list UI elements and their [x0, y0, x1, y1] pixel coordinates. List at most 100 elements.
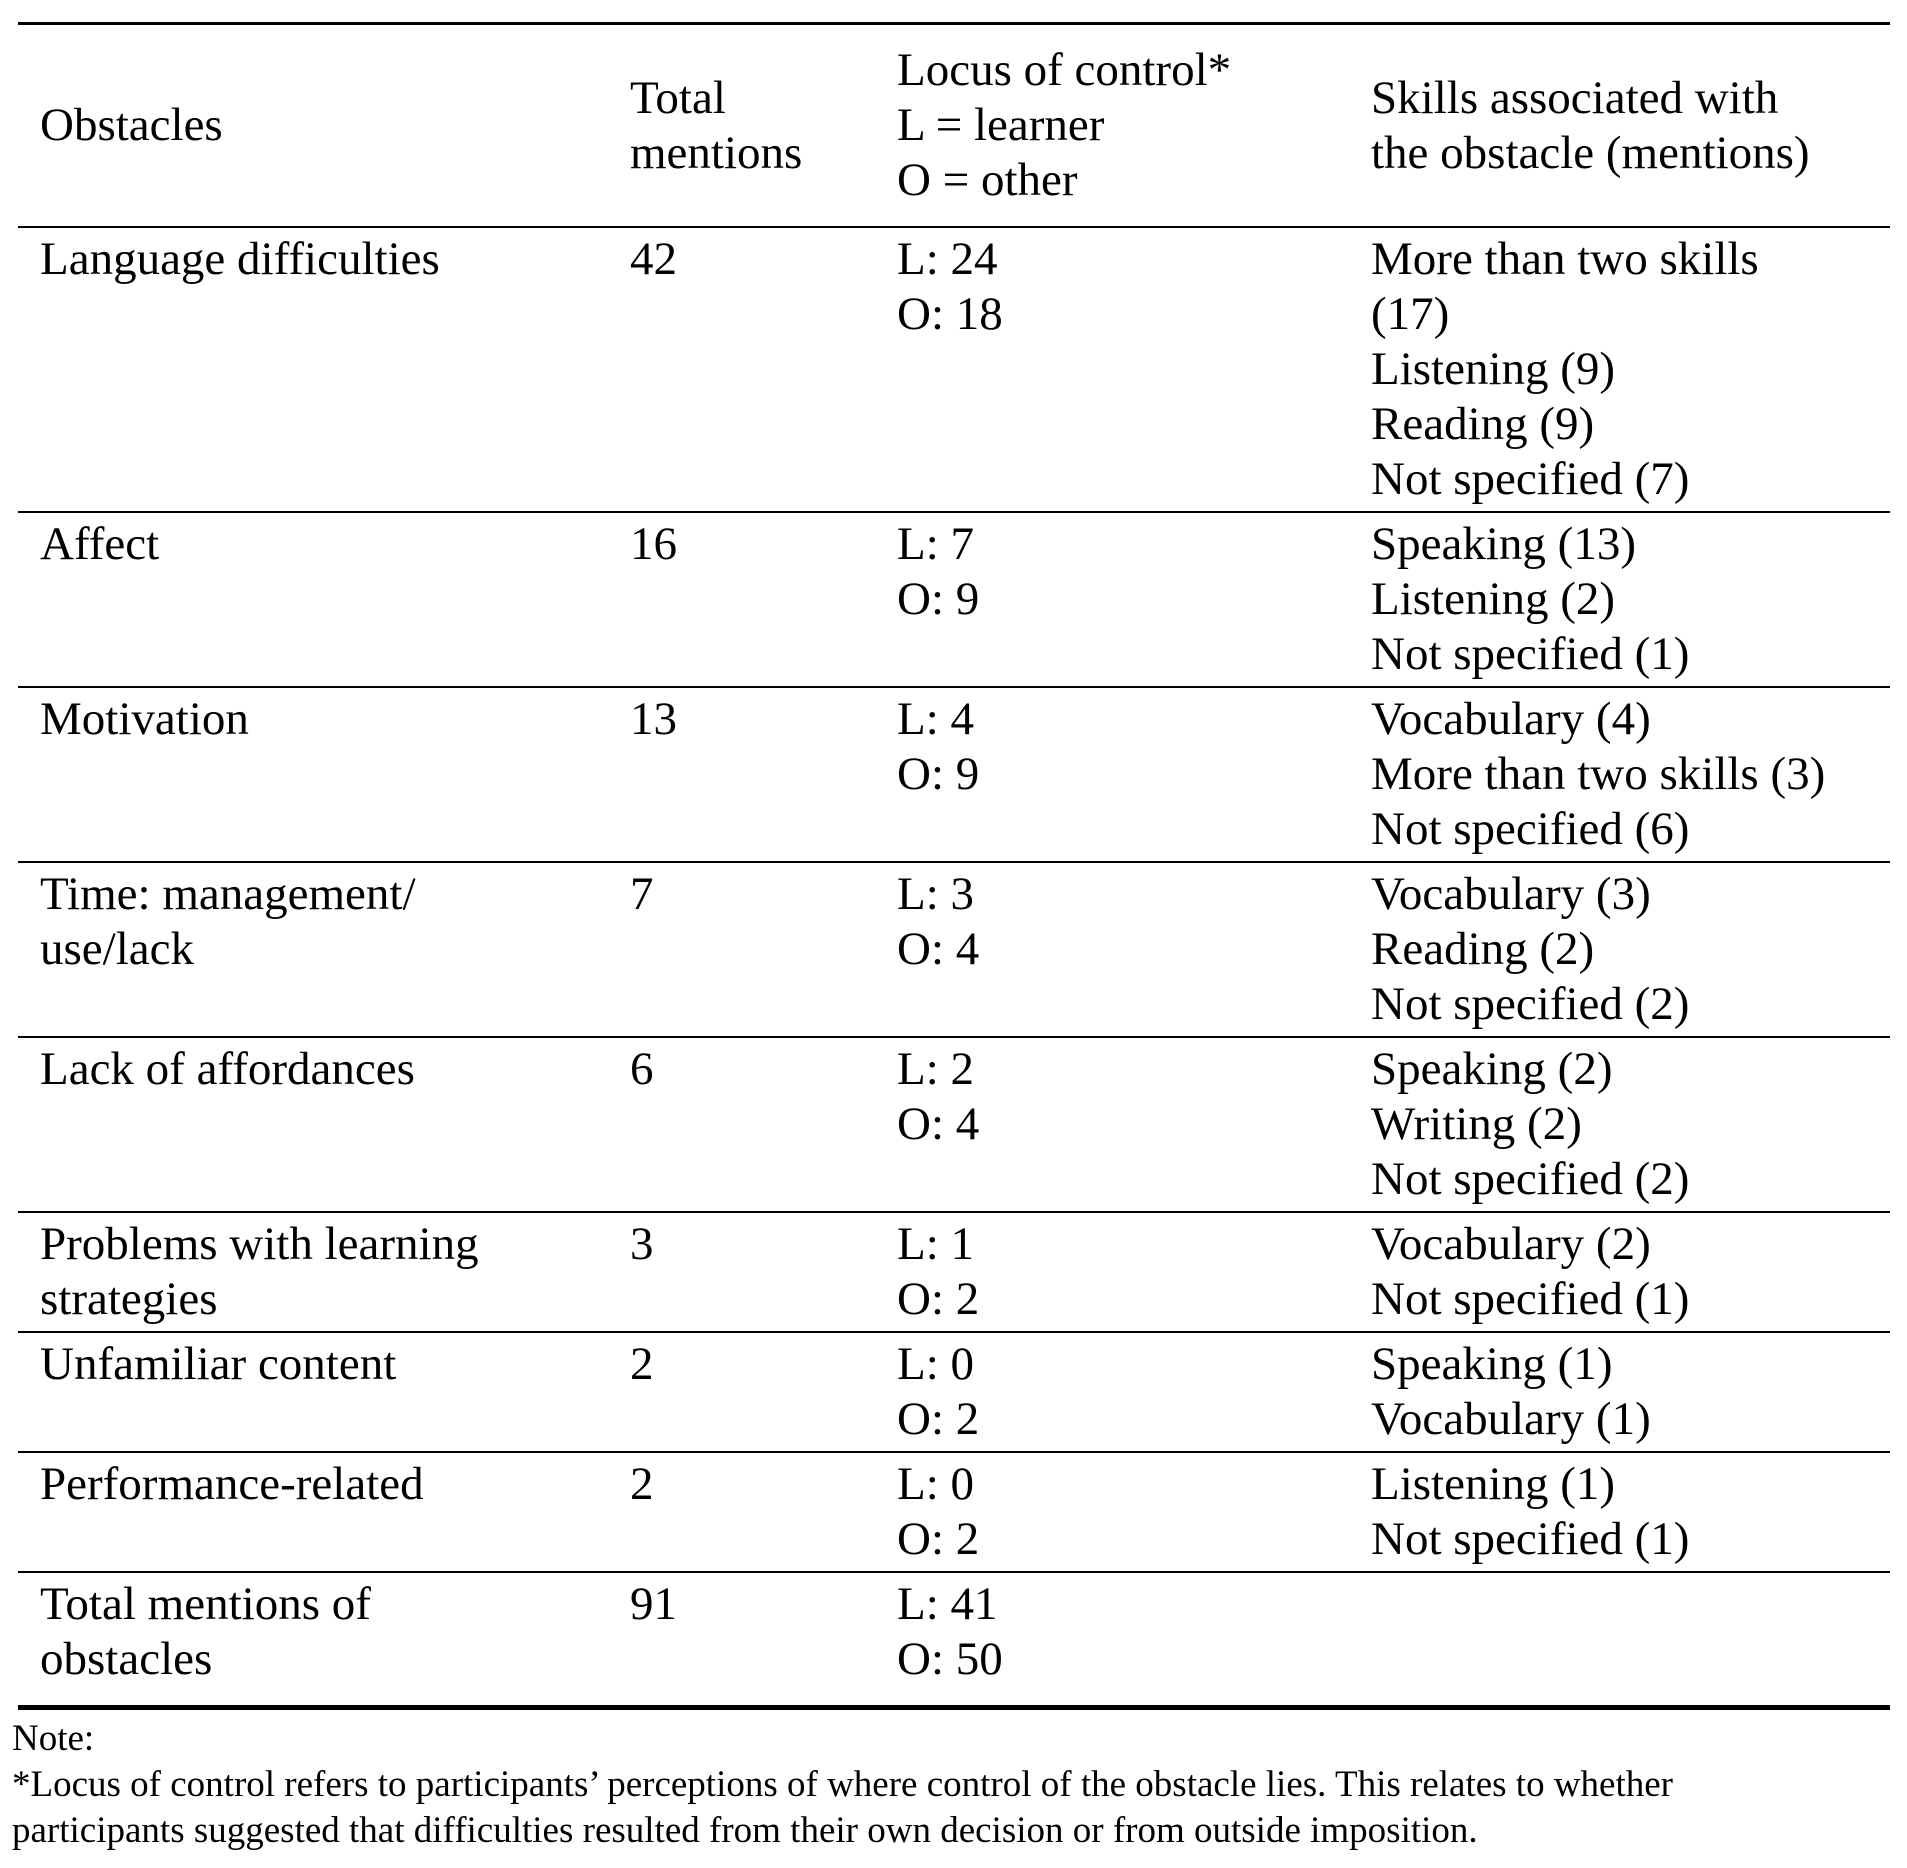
- cell-line: Not specified (2): [1371, 978, 1690, 1030]
- cell-line: O: 2: [897, 1393, 980, 1445]
- total-mentions-cell: 91: [611, 1572, 874, 1708]
- obstacle-cell: Motivation: [18, 687, 611, 862]
- cell-line: Language difficulties: [40, 233, 440, 285]
- cell-line: L: 0: [897, 1458, 975, 1510]
- obstacle-cell: Unfamiliar content: [18, 1332, 611, 1452]
- skills-cell: More than two skills (17) Listening (9) …: [1357, 227, 1890, 512]
- locus-cell: L: 7 O: 9: [874, 512, 1357, 687]
- obstacles-table: Obstacles Total mentions Locus of contro…: [18, 22, 1890, 1710]
- header-line: Total: [630, 71, 726, 124]
- locus-cell: L: 4 O: 9: [874, 687, 1357, 862]
- cell-line: L: 24: [897, 233, 998, 285]
- row-performance-related: Performance-related 2 L: 0 O: 2 Listenin…: [18, 1452, 1890, 1572]
- cell-line: Speaking (2): [1371, 1043, 1613, 1095]
- locus-cell: L: 24 O: 18: [874, 227, 1357, 512]
- cell-line: More than two skills (3): [1371, 748, 1826, 800]
- cell-line: Motivation: [40, 693, 249, 745]
- cell-line: 7: [630, 868, 654, 920]
- header-line: L = learner: [897, 99, 1105, 151]
- header-line: Obstacles: [40, 99, 223, 151]
- locus-cell: L: 2 O: 4: [874, 1037, 1357, 1212]
- cell-line: O: 4: [897, 1098, 980, 1150]
- cell-line: 6: [630, 1043, 654, 1095]
- header-line: the obstacle (mentions): [1371, 126, 1810, 179]
- row-affect: Affect 16 L: 7 O: 9 Speaking (13) Listen…: [18, 512, 1890, 687]
- cell-line: Not specified (6): [1371, 803, 1690, 855]
- cell-line: Vocabulary (4): [1371, 693, 1651, 745]
- skills-cell: Listening (1) Not specified (1): [1357, 1452, 1890, 1572]
- obstacle-cell: Time: management/ use/lack: [18, 862, 611, 1037]
- total-mentions-cell: 6: [611, 1037, 874, 1212]
- cell-line: L: 4: [897, 693, 975, 745]
- row-time-management: Time: management/ use/lack 7 L: 3 O: 4 V…: [18, 862, 1890, 1037]
- cell-line: Not specified (1): [1371, 1513, 1690, 1565]
- row-motivation: Motivation 13 L: 4 O: 9 Vocabulary (4) M…: [18, 687, 1890, 862]
- cell-line: Unfamiliar content: [40, 1338, 397, 1390]
- cell-line: Not specified (7): [1371, 453, 1690, 505]
- skills-cell: [1357, 1572, 1890, 1708]
- cell-line: 42: [630, 233, 677, 285]
- cell-line: L: 3: [897, 868, 975, 920]
- cell-line: Time: management/: [40, 868, 416, 920]
- note-text-line: *Locus of control refers to participants…: [12, 1764, 1674, 1805]
- cell-line: Reading (9): [1371, 398, 1595, 450]
- cell-line: Listening (9): [1371, 343, 1616, 395]
- cell-line: More than two skills: [1371, 233, 1759, 285]
- locus-cell: L: 3 O: 4: [874, 862, 1357, 1037]
- locus-cell: L: 1 O: 2: [874, 1212, 1357, 1332]
- cell-line: L: 2: [897, 1043, 975, 1095]
- total-mentions-cell: 13: [611, 687, 874, 862]
- row-lack-of-affordances: Lack of affordances 6 L: 2 O: 4 Speaking…: [18, 1037, 1890, 1212]
- cell-line: Vocabulary (1): [1371, 1393, 1651, 1445]
- cell-line: Problems with learning: [40, 1218, 479, 1270]
- obstacle-cell: Affect: [18, 512, 611, 687]
- row-unfamiliar-content: Unfamiliar content 2 L: 0 O: 2 Speaking …: [18, 1332, 1890, 1452]
- total-mentions-cell: 16: [611, 512, 874, 687]
- cell-line: Writing (2): [1371, 1098, 1582, 1150]
- note-label: Note:: [12, 1718, 95, 1759]
- cell-line: Not specified (1): [1371, 628, 1690, 680]
- cell-line: L: 0: [897, 1338, 975, 1390]
- cell-line: O: 50: [897, 1633, 1003, 1685]
- header-skills: Skills associated with the obstacle (men…: [1357, 24, 1890, 228]
- skills-cell: Speaking (1) Vocabulary (1): [1357, 1332, 1890, 1452]
- cell-line: 16: [630, 518, 677, 570]
- cell-line: O: 2: [897, 1273, 980, 1325]
- cell-line: L: 7: [897, 518, 975, 570]
- locus-cell: L: 0 O: 2: [874, 1452, 1357, 1572]
- header-locus-of-control: Locus of control* L = learner O = other: [874, 24, 1357, 228]
- total-mentions-cell: 2: [611, 1452, 874, 1572]
- cell-line: O: 9: [897, 573, 980, 625]
- cell-line: O: 2: [897, 1513, 980, 1565]
- obstacle-cell: Language difficulties: [18, 227, 611, 512]
- cell-line: 2: [630, 1458, 654, 1510]
- header-line: mentions: [630, 126, 803, 179]
- header-row: Obstacles Total mentions Locus of contro…: [18, 24, 1890, 228]
- cell-line: Not specified (1): [1371, 1273, 1690, 1325]
- cell-line: Total mentions of: [40, 1578, 371, 1630]
- cell-line: obstacles: [40, 1633, 213, 1685]
- total-mentions-cell: 2: [611, 1332, 874, 1452]
- row-problems-learning-strategies: Problems with learning strategies 3 L: 1…: [18, 1212, 1890, 1332]
- skills-cell: Vocabulary (3) Reading (2) Not specified…: [1357, 862, 1890, 1037]
- cell-line: 91: [630, 1578, 677, 1630]
- locus-cell: L: 0 O: 2: [874, 1332, 1357, 1452]
- skills-cell: Speaking (2) Writing (2) Not specified (…: [1357, 1037, 1890, 1212]
- total-mentions-cell: 7: [611, 862, 874, 1037]
- row-total-mentions: Total mentions of obstacles 91 L: 41 O: …: [18, 1572, 1890, 1708]
- cell-line: 2: [630, 1338, 654, 1390]
- header-line: Skills associated with: [1371, 71, 1779, 124]
- cell-line: 3: [630, 1218, 654, 1270]
- cell-line: O: 4: [897, 923, 980, 975]
- cell-line: Listening (2): [1371, 573, 1616, 625]
- cell-line: Speaking (1): [1371, 1338, 1613, 1390]
- cell-line: L: 41: [897, 1578, 998, 1630]
- skills-cell: Vocabulary (4) More than two skills (3) …: [1357, 687, 1890, 862]
- cell-line: Vocabulary (3): [1371, 868, 1651, 920]
- cell-line: Not specified (2): [1371, 1153, 1690, 1205]
- cell-line: Listening (1): [1371, 1458, 1616, 1510]
- header-total-mentions: Total mentions: [611, 24, 874, 228]
- obstacle-cell: Performance-related: [18, 1452, 611, 1572]
- cell-line: L: 1: [897, 1218, 975, 1270]
- cell-line: Lack of affordances: [40, 1043, 415, 1095]
